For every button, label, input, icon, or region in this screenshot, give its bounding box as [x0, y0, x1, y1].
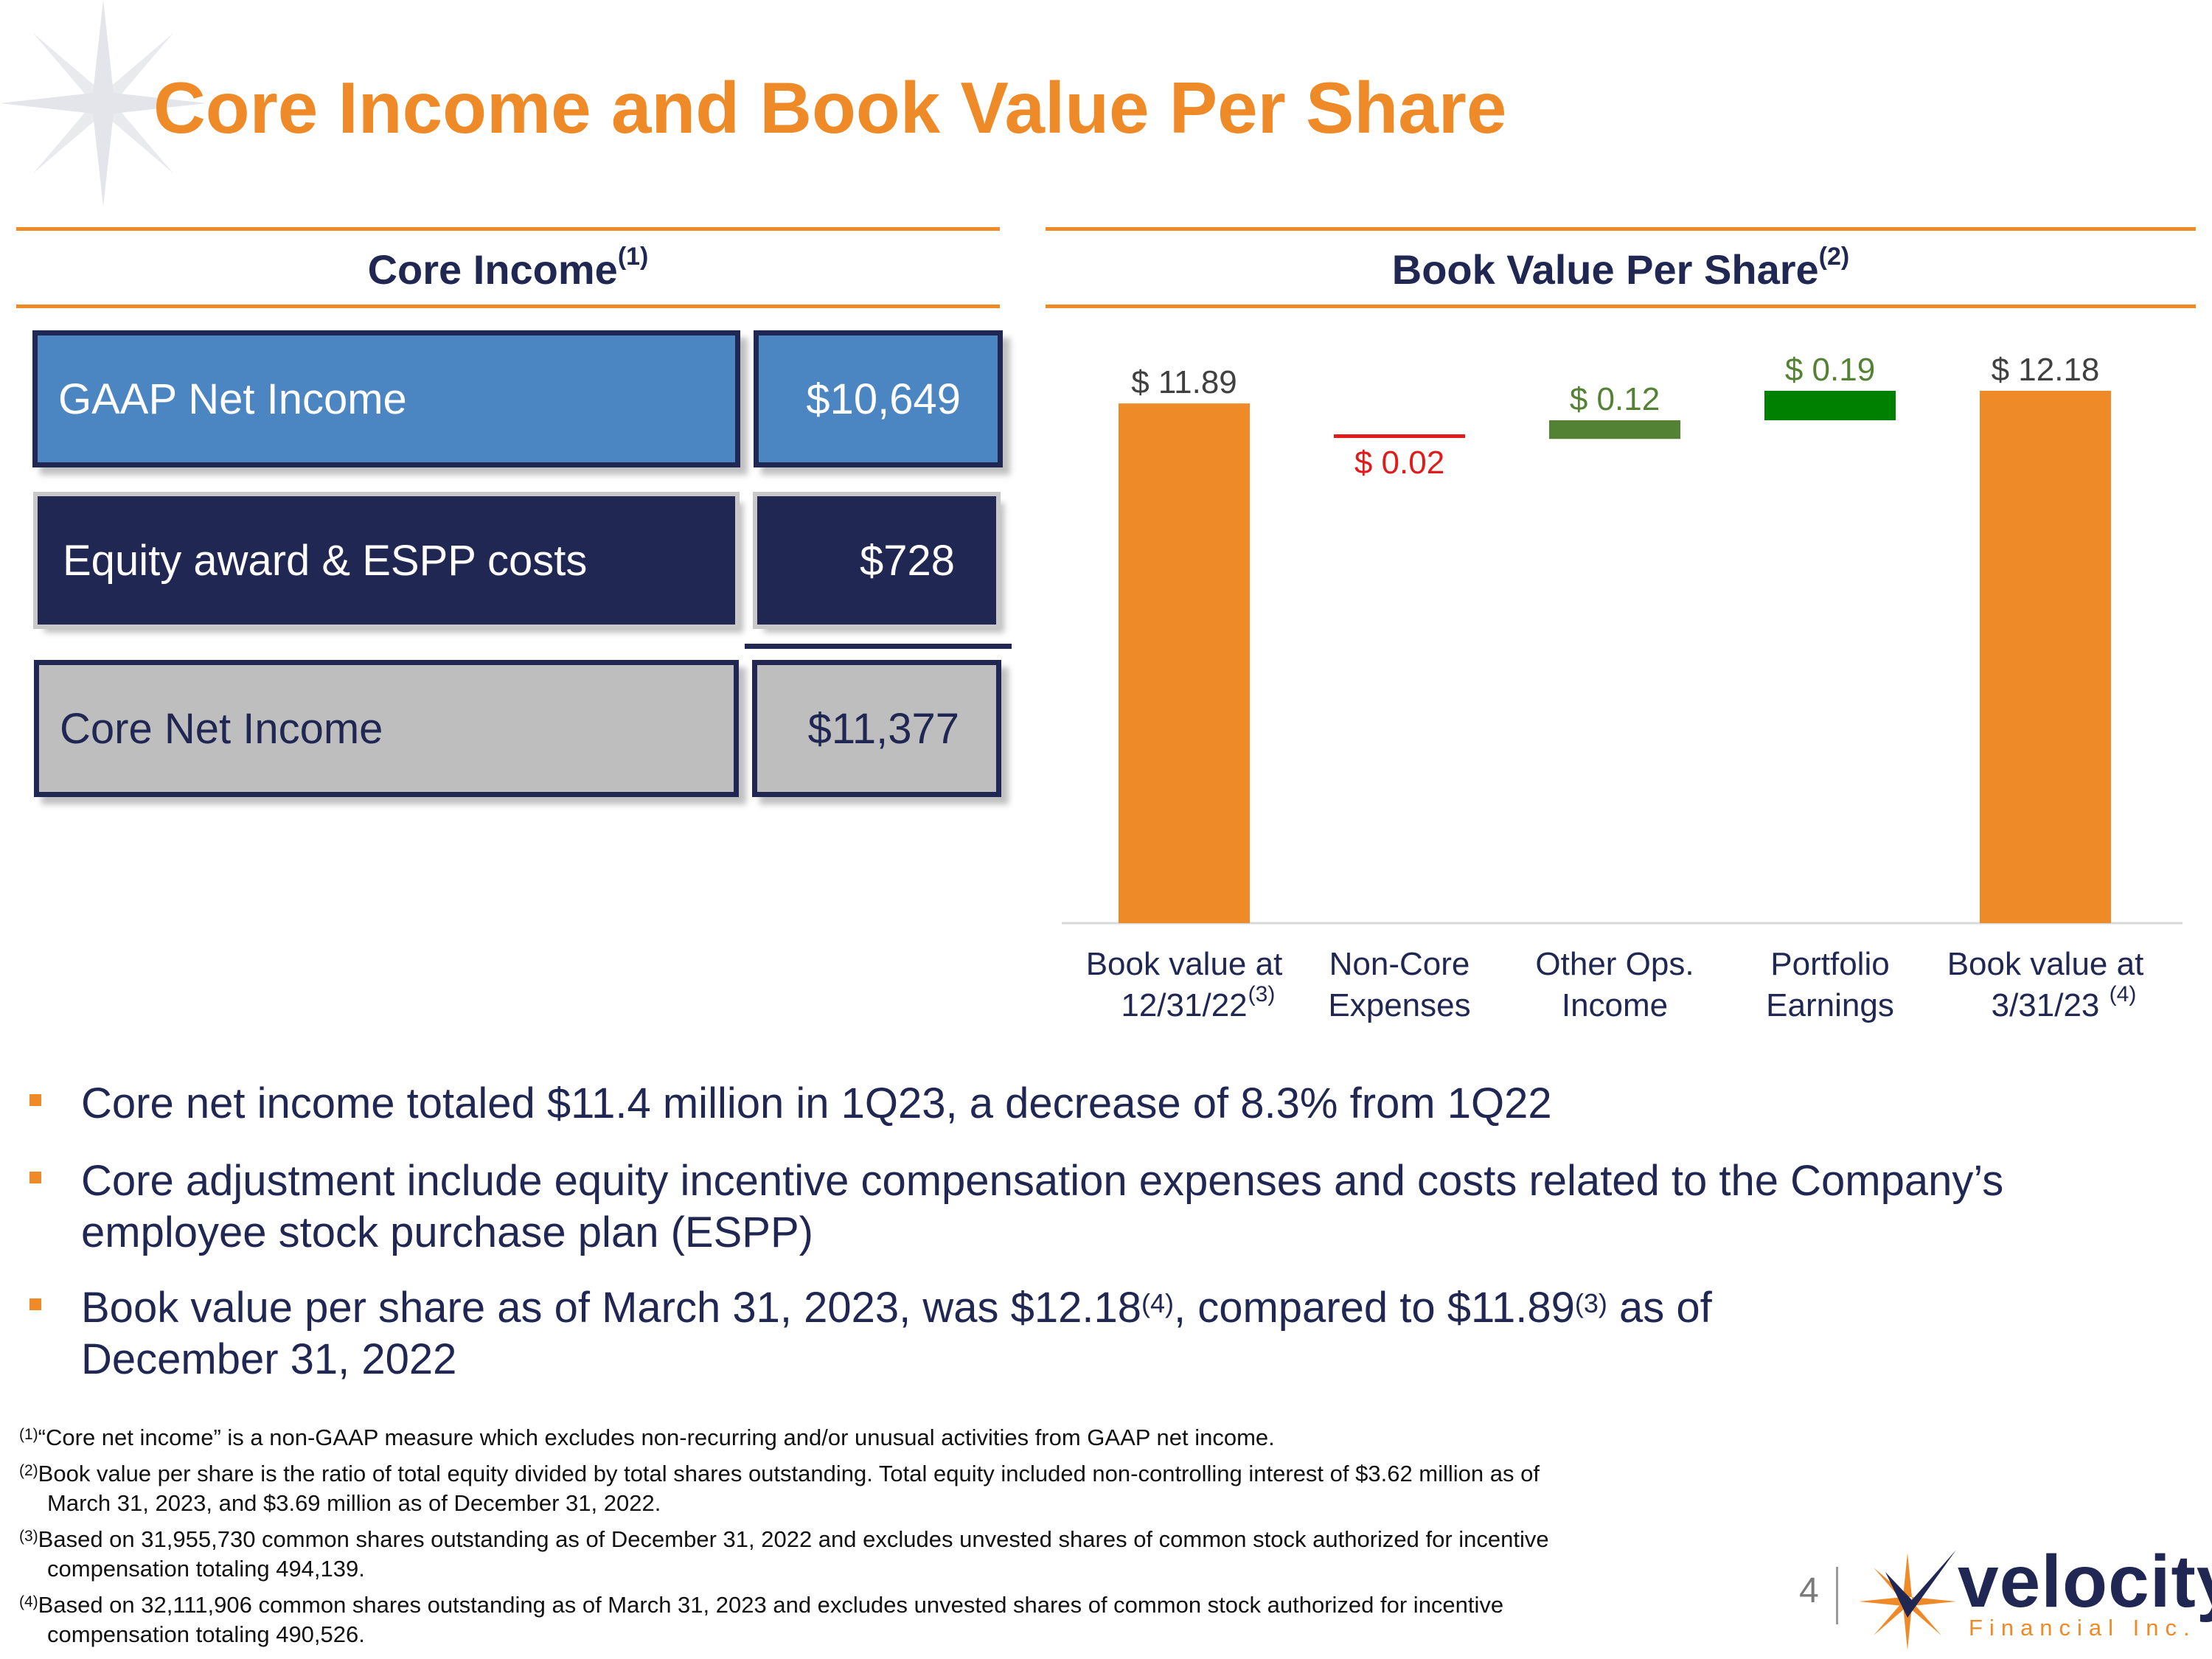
bar-1	[1334, 434, 1465, 439]
footnote: (4)Based on 32,111,906 common shares out…	[19, 1590, 1503, 1649]
core-income-heading: Core Income(1)	[16, 243, 1000, 293]
bullet-line: December 31, 2022	[81, 1335, 457, 1383]
book-value-heading-note: (2)	[1818, 243, 1850, 271]
category-label-1: Non-Core	[1329, 946, 1470, 982]
footnote-mark: (1)	[19, 1426, 38, 1443]
velocity-star-logo-icon	[1859, 1550, 1956, 1650]
gaap-net-income-value: $10,649	[754, 330, 1003, 467]
data-label-2: $ 0.12	[1570, 381, 1660, 417]
gaap-net-income-label: GAAP Net Income	[32, 330, 740, 467]
bar-4	[1980, 391, 2111, 923]
category-label-0: Book value at	[1086, 946, 1283, 982]
footnote-mark: (2)	[19, 1462, 38, 1479]
book-value-top-rule	[1046, 227, 2196, 231]
book-value-waterfall-chart: $ 11.89 $ 0.02 $ 0.12 $ 0.19 $ 12.18 Book val…	[1062, 352, 2183, 1023]
book-value-heading-text: Book Value Per Share	[1391, 246, 1819, 293]
bullet-text: Book value per share as of March 31, 202…	[81, 1284, 1141, 1332]
core-net-income-value-text: $11,377	[807, 704, 959, 753]
bullet-line: Book value per share as of March 31, 202…	[81, 1282, 1712, 1334]
footer-divider	[1836, 1567, 1838, 1624]
footnote-line: compensation totaling 494,139.	[47, 1556, 365, 1582]
bullet-text: , compared to $11.89	[1174, 1284, 1575, 1332]
equity-award-value-text: $728	[859, 536, 955, 585]
data-label-3: $ 0.19	[1785, 352, 1875, 388]
category-label-3-line2: Earnings	[1766, 987, 1894, 1023]
category-label-3: Portfolio	[1770, 946, 1889, 982]
bullet-line: Core net income totaled $11.4 million in…	[81, 1079, 1552, 1127]
footnote-line: compensation totaling 490,526.	[47, 1621, 365, 1647]
category-label-4: Book value at	[1947, 946, 2144, 982]
footnote-text: Book value per share is the ratio of tot…	[38, 1461, 1540, 1486]
core-net-income-label-text: Core Net Income	[60, 704, 383, 753]
bar-3	[1764, 391, 1896, 420]
footnote-line: (1)“Core net income” is a non-GAAP measu…	[19, 1423, 1275, 1453]
data-label-0: $ 11.89	[1131, 364, 1237, 400]
footnote: (3)Based on 31,955,730 common shares out…	[19, 1525, 1549, 1584]
logo-subtitle: Financial Inc.	[1969, 1615, 2197, 1641]
equity-award-value: $728	[753, 492, 1001, 629]
equity-award-label-text: Equity award & ESPP costs	[63, 536, 588, 585]
footnote-mark: (4)	[19, 1593, 38, 1610]
bar-0	[1119, 403, 1250, 923]
category-label-2: Other Ops.	[1535, 946, 1694, 982]
category-label-1-line2: Expenses	[1328, 987, 1470, 1023]
bullet-note: (4)	[1141, 1288, 1174, 1318]
gaap-net-income-value-text: $10,649	[806, 375, 961, 423]
page-number: 4	[1799, 1571, 1819, 1610]
footnote-line: (2)Book value per share is the ratio of …	[19, 1459, 1540, 1489]
footnote-line: (3)Based on 31,955,730 common shares out…	[19, 1525, 1549, 1554]
core-income-bottom-rule	[16, 305, 1000, 308]
footnote-line: March 31, 2023, and $3.69 million as of …	[47, 1490, 661, 1516]
footnote-text: “Core net income” is a non-GAAP measure …	[38, 1425, 1275, 1450]
bullet-marker-icon	[29, 1298, 41, 1310]
footnote: (1)“Core net income” is a non-GAAP measu…	[19, 1423, 1275, 1453]
footnote-line: (4)Based on 32,111,906 common shares out…	[19, 1590, 1503, 1620]
category-note-0: (3)	[1248, 982, 1276, 1006]
footnote-text: Based on 32,111,906 common shares outsta…	[38, 1592, 1504, 1618]
data-label-1: $ 0.02	[1354, 445, 1444, 481]
bullet-marker-icon	[29, 1172, 41, 1183]
bullet-note: (3)	[1574, 1288, 1607, 1318]
data-label-4: $ 12.18	[1992, 352, 2100, 388]
page-title: Core Income and Book Value Per Share	[153, 67, 1507, 148]
footnote: (2)Book value per share is the ratio of …	[19, 1459, 1540, 1518]
bullet-line: employee stock purchase plan (ESPP)	[81, 1208, 813, 1256]
bullet-text: as of	[1607, 1284, 1712, 1332]
logo-wordmark: velocity	[1958, 1540, 2212, 1623]
core-income-top-rule	[16, 227, 1000, 231]
category-label-4-line2: 3/31/23	[1992, 987, 2100, 1023]
bar-2	[1549, 420, 1680, 439]
decorative-star-icon	[0, 0, 206, 206]
core-income-heading-note: (1)	[617, 243, 649, 271]
core-net-income-label: Core Net Income	[34, 660, 739, 797]
bullet-line: Core adjustment include equity incentive…	[81, 1157, 2004, 1205]
sum-line	[745, 644, 1012, 649]
category-note-4: (4)	[2110, 982, 2137, 1006]
category-label-0-line2: 12/31/22	[1121, 987, 1247, 1023]
book-value-bottom-rule	[1046, 305, 2196, 308]
footnote-text: Based on 31,955,730 common shares outsta…	[38, 1526, 1549, 1552]
equity-award-label: Equity award & ESPP costs	[33, 492, 740, 629]
footnote-mark: (3)	[19, 1528, 38, 1545]
book-value-heading: Book Value Per Share(2)	[1046, 243, 2196, 293]
core-net-income-value: $11,377	[752, 660, 1001, 797]
bullet-marker-icon	[29, 1094, 41, 1106]
gaap-net-income-label-text: GAAP Net Income	[58, 375, 407, 423]
core-income-heading-text: Core Income	[367, 246, 618, 293]
category-label-2-line2: Income	[1562, 987, 1668, 1023]
